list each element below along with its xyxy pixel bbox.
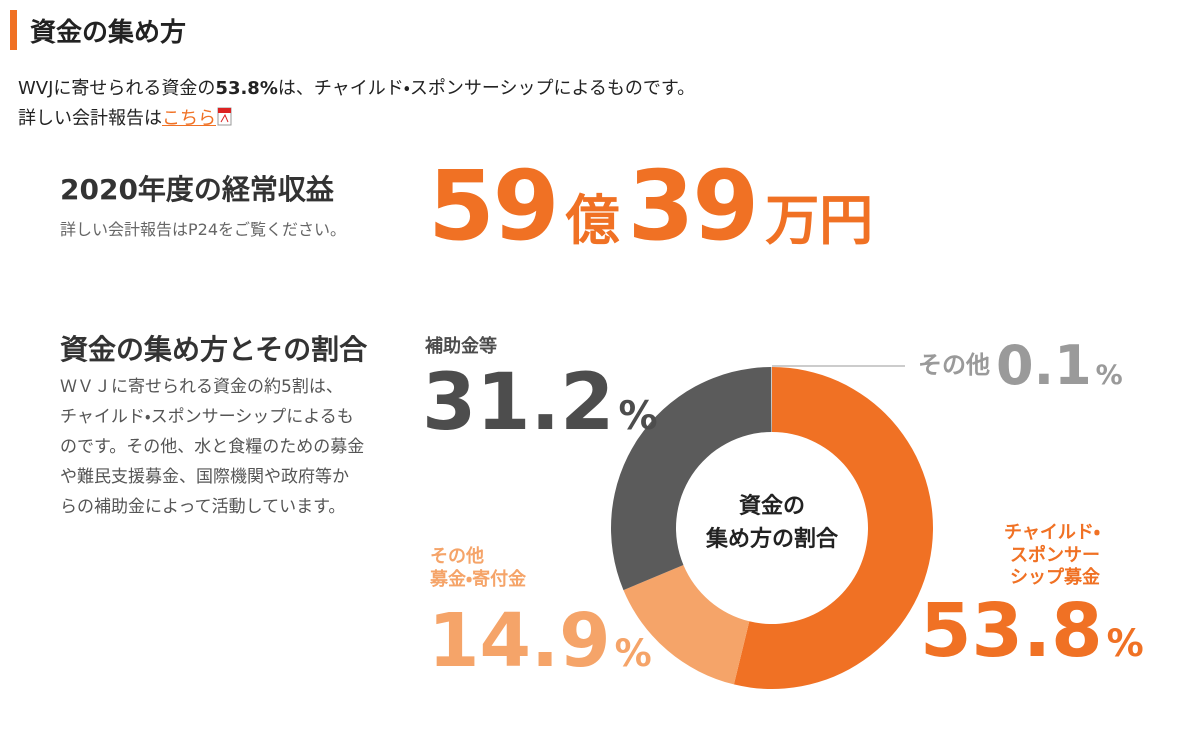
body-line: や難民支援募金、国際機関や政府等か xyxy=(60,467,349,487)
percent-sign: % xyxy=(614,632,652,675)
value-label: 0.1% xyxy=(996,334,1123,397)
category-label: チャイルド・ スポンサー シップ募金 xyxy=(1004,522,1100,588)
donut-segment xyxy=(611,367,772,591)
value-label: 53.8% xyxy=(920,588,1144,674)
donut-segment xyxy=(733,367,934,689)
category-label: その他 募金・寄付金 xyxy=(430,546,527,590)
report-link[interactable]: こちら xyxy=(162,108,216,129)
body-line: のです。その他、水と食糧のための募金 xyxy=(60,437,365,457)
revenue-amount: 59 億39 万円 xyxy=(428,150,881,262)
value-label: 31.2% xyxy=(422,358,658,448)
amount-number: 39 xyxy=(627,150,760,262)
value-label: 14.9% xyxy=(428,598,652,684)
intro-text: は、チャイルド・スポンサーシップによるものです。 xyxy=(277,78,696,99)
intro-line: WVJに寄せられる資金の53.8%は、チャイルド・スポンサーシップによるものです… xyxy=(18,74,695,100)
category-label: その他 xyxy=(918,351,990,379)
revenue-note: 詳しい会計報告はP24をご覧ください。 xyxy=(60,220,347,239)
body-line: らの補助金によって活動しています。 xyxy=(60,497,346,517)
center-label: 資金の 集め方の割合 xyxy=(705,494,838,552)
pdf-icon xyxy=(217,107,232,126)
breakdown-heading: 資金の集め方とその割合 xyxy=(60,333,368,366)
donut-segment xyxy=(770,367,772,433)
amount-unit: 万円 xyxy=(765,189,874,252)
intro-line: 詳しい会計報告はこちら xyxy=(18,104,234,130)
donut-segment xyxy=(623,565,750,685)
value-number: 53.8 xyxy=(920,588,1103,674)
percent-sign: % xyxy=(618,394,658,439)
revenue-heading: 2020年度の経常収益 xyxy=(60,173,334,206)
amount-number: 59 xyxy=(428,150,560,262)
intro-text: WVJに寄せられる資金の xyxy=(18,78,216,99)
category-label: 補助金等 xyxy=(425,336,497,357)
page-title: 資金の集め方 xyxy=(30,18,187,48)
value-number: 14.9 xyxy=(428,598,611,684)
percent-sign: % xyxy=(1095,360,1123,391)
title-bar xyxy=(10,10,17,50)
intro-bold: 53.8% xyxy=(215,78,278,99)
breakdown-body: ＷＶＪに寄せられる資金の約5割は、 チャイルド・スポンサーシップによるも のです。そ… xyxy=(60,372,364,522)
value-number: 31.2 xyxy=(422,358,615,448)
amount-unit: 億 xyxy=(565,189,620,252)
body-line: ＷＶＪに寄せられる資金の約5割は、 xyxy=(60,377,343,397)
intro-text: 詳しい会計報告は xyxy=(18,108,162,129)
value-number: 0.1 xyxy=(996,334,1092,397)
percent-sign: % xyxy=(1106,622,1144,665)
body-line: チャイルド・スポンサーシップによるも xyxy=(60,407,354,427)
